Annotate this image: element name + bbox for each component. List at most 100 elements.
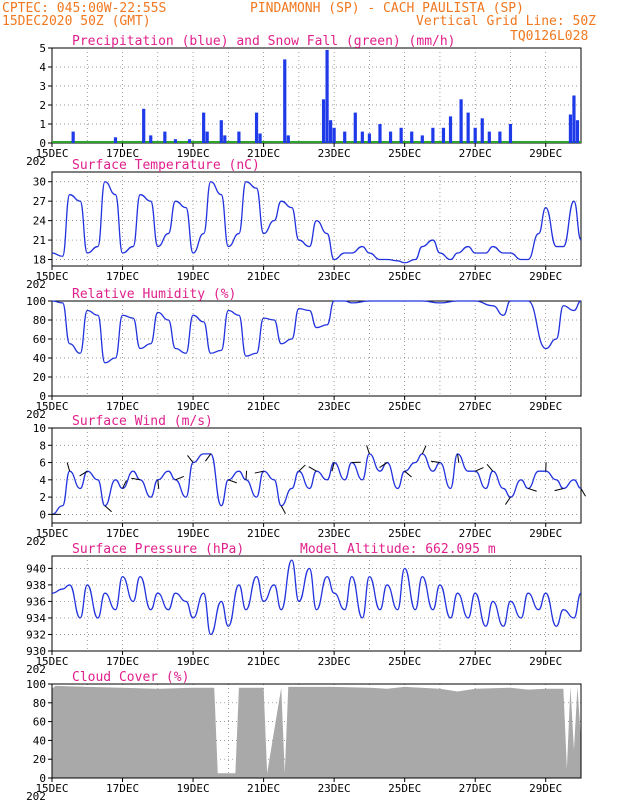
- pressure-xtick-label: 15DEC: [35, 655, 68, 668]
- precip-bar: [219, 120, 223, 143]
- wind-arrow: [366, 445, 370, 455]
- cloud-ytick-label: 60: [33, 716, 46, 729]
- wind-xtick-label: 23DEC: [318, 527, 351, 540]
- rh-series-line: [51, 300, 582, 364]
- precip-bar: [321, 99, 326, 143]
- precip-bar: [568, 114, 573, 143]
- wind-arrow: [580, 488, 586, 497]
- precip-ytick-label: 3: [39, 80, 46, 93]
- temp-ytick-label: 18: [33, 254, 46, 267]
- wind-arrow: [187, 455, 194, 463]
- wind-xtick-label: 17DEC: [106, 527, 139, 540]
- precip-bar: [254, 112, 259, 143]
- pressure-ytick-label: 930: [26, 645, 46, 658]
- wind-ytick-label: 10: [33, 422, 46, 435]
- precip-bar: [399, 127, 403, 143]
- precip-bar: [575, 120, 580, 143]
- precip-bar: [441, 127, 446, 143]
- precip-bar: [173, 139, 178, 143]
- pressure-xtick-label: 17DEC: [106, 655, 139, 668]
- wind-arrow: [379, 462, 388, 468]
- header-location-name: PINDAMONH (SP) - CACH PAULISTA (SP): [250, 1, 524, 16]
- rh-xtick-label: 19DEC: [177, 400, 210, 413]
- wind-ytick-label: 4: [39, 474, 46, 487]
- wind-arrow: [554, 487, 564, 492]
- wind-arrow: [280, 505, 286, 514]
- precip-bar: [343, 131, 347, 143]
- precip-year-label: 202: [26, 155, 46, 168]
- wind-arrow: [104, 505, 112, 513]
- precip-xtick-label: 23DEC: [318, 147, 351, 160]
- rh-xtick-label: 27DEC: [459, 400, 492, 413]
- precip-bar: [480, 118, 484, 143]
- precip-bar: [163, 131, 167, 143]
- precip-bar: [329, 120, 333, 143]
- temp-ytick-label: 21: [33, 234, 46, 247]
- precip-bar: [410, 131, 414, 143]
- precip-bar: [388, 131, 393, 143]
- temp-xtick-label: 27DEC: [459, 270, 492, 283]
- precip-bar: [498, 131, 502, 143]
- pressure-frame: [51, 555, 582, 652]
- temp-xtick-label: 17DEC: [106, 270, 139, 283]
- precip-bar: [459, 99, 463, 143]
- temp-xtick-label: 29DEC: [529, 270, 562, 283]
- pressure-xtick-label: 21DEC: [247, 655, 280, 668]
- temp-xtick-label: 25DEC: [388, 270, 421, 283]
- header-run-date: 15DEC2020 50Z (GMT): [2, 14, 151, 29]
- pressure-ytick-label: 938: [26, 579, 46, 592]
- wind-arrow: [486, 463, 494, 472]
- rh-ytick-label: 20: [33, 371, 46, 384]
- temp-year-label: 202: [26, 278, 46, 291]
- precip-bar: [202, 112, 206, 143]
- wind-arrow: [430, 460, 441, 464]
- precip-bar: [508, 124, 513, 143]
- wind-arrow: [474, 467, 484, 472]
- wind-arrow: [457, 453, 460, 463]
- model-altitude-label: Model Altitude: 662.095 m: [300, 542, 496, 557]
- precip-xtick-label: 29DEC: [529, 147, 562, 160]
- cloud-ytick-label: 0: [39, 772, 46, 785]
- pressure-panel: 930 932 934 936 938 940 15DEC 17DEC 19DEC 21DEC 23…: [26, 542, 582, 676]
- temp-ytick-label: 30: [33, 176, 46, 189]
- precip-xtick-label: 27DEC: [459, 147, 492, 160]
- precip-ytick-label: 2: [39, 99, 46, 112]
- temp-xtick-label: 15DEC: [35, 270, 68, 283]
- pressure-xtick-label: 19DEC: [177, 655, 210, 668]
- header-station-coords: CPTEC: 045:00W-22:55S: [2, 1, 166, 16]
- temp-series-line: [51, 181, 582, 264]
- pressure-xtick-label: 29DEC: [529, 655, 562, 668]
- rh-ytick-label: 60: [33, 333, 46, 346]
- cloud-xtick-label: 17DEC: [106, 782, 139, 795]
- temp-xtick-label: 23DEC: [318, 270, 351, 283]
- pressure-ytick-label: 940: [26, 562, 46, 575]
- cloud-xtick-label: 27DEC: [459, 782, 492, 795]
- temp-panel: 18 21 24 27 30 15DEC 17DEC 19DEC 21DEC 23DEC 25DEC…: [26, 158, 582, 291]
- temp-ytick-label: 27: [33, 195, 46, 208]
- wind-xtick-label: 21DEC: [247, 527, 280, 540]
- wind-panel: 0 2 4 6 8 10 15DEC 17DEC 19DEC 21DEC 23DEC 25DEC 27D…: [26, 414, 586, 548]
- cloud-frame-overlay: [51, 683, 582, 779]
- temp-frame: [51, 171, 582, 267]
- wind-ytick-label: 8: [39, 439, 46, 452]
- cloud-xtick-label: 25DEC: [388, 782, 421, 795]
- rh-xtick-label: 15DEC: [35, 400, 68, 413]
- precip-bar: [223, 135, 227, 143]
- header-run-code: TQ0126L028: [510, 29, 588, 44]
- precip-bar: [149, 135, 153, 143]
- precip-bar: [325, 49, 329, 143]
- cloud-xtick-label: 29DEC: [529, 782, 562, 795]
- rh-xtick-label: 17DEC: [106, 400, 139, 413]
- cloud-title: Cloud Cover (%): [72, 670, 189, 685]
- wind-xtick-label: 25DEC: [388, 527, 421, 540]
- wind-xtick-label: 29DEC: [529, 527, 562, 540]
- wind-arrow: [122, 480, 127, 489]
- wind-xtick-label: 19DEC: [177, 527, 210, 540]
- wind-title: Surface Wind (m/s): [72, 414, 213, 429]
- cloud-xtick-label: 23DEC: [318, 782, 351, 795]
- precip-bar: [431, 127, 435, 143]
- precip-bar: [205, 131, 209, 143]
- rh-title: Relative Humidity (%): [72, 287, 236, 302]
- wind-series-line: [51, 453, 582, 516]
- precip-ytick-label: 0: [39, 137, 46, 150]
